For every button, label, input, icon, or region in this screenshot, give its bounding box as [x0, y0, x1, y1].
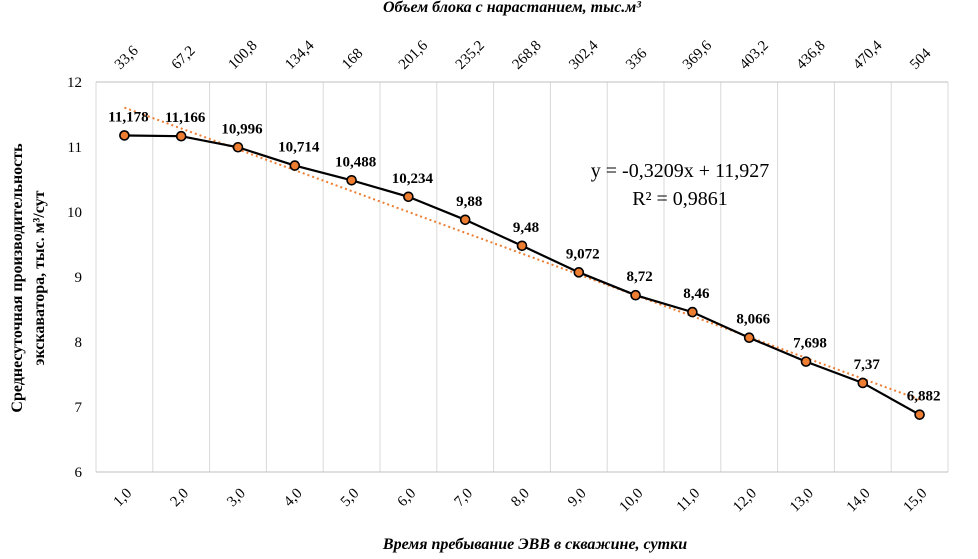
x-tick-label: 6,0 — [395, 486, 420, 511]
x-tick-label: 3,0 — [224, 486, 249, 511]
y-axis-title-line1: Среднесуточная производительность — [9, 143, 26, 413]
x-tick-label: 2,0 — [167, 486, 192, 511]
data-point — [743, 332, 755, 344]
data-point — [232, 141, 244, 153]
y-tick-label: 8 — [75, 335, 83, 351]
data-label: 11,178 — [108, 109, 148, 125]
data-label: 10,714 — [278, 140, 320, 156]
series-line — [124, 134, 921, 416]
x-axis-title: Время пребывание ЭВВ в скважине, сутки — [382, 536, 687, 553]
x-tick-label: 11,0 — [674, 486, 703, 515]
data-point — [119, 130, 130, 141]
x-tick-label: 8,0 — [508, 486, 533, 511]
data-point — [459, 214, 471, 226]
trend-equation: y = -0,3209x + 11,927 — [591, 160, 769, 182]
data-label: 7,37 — [854, 357, 881, 373]
data-label: 11,166 — [165, 110, 206, 126]
y-axis-title-line2: экскаватора, тыс. м³/сут — [31, 190, 48, 365]
data-point — [630, 289, 641, 301]
x2-tick-label: 336 — [623, 45, 651, 73]
data-labels: 11,178 11,166 10,996 10,714 10,488 10,234 9,88… — [108, 109, 940, 404]
data-markers — [119, 130, 925, 420]
x2-tick-label: 403,2 — [737, 38, 772, 73]
data-label: 9,072 — [566, 246, 600, 262]
y-tick-label: 9 — [75, 270, 83, 286]
x2-tick-label: 369,6 — [680, 37, 716, 73]
data-label: 9,48 — [513, 220, 539, 236]
x-tick-labels: 1,0 2,0 3,0 4,0 5,0 6,0 7,0 8,0 9,0 10,0 11,0 12,0 1… — [111, 486, 931, 516]
data-point — [573, 267, 585, 278]
x2-tick-label: 302,4 — [566, 37, 602, 73]
x2-tick-label: 201,6 — [396, 37, 432, 73]
data-point — [289, 160, 301, 171]
data-label: 7,698 — [793, 336, 827, 352]
data-point — [857, 377, 869, 389]
y-tick-labels: 6 7 8 9 10 11 12 — [67, 75, 83, 481]
x2-tick-label: 470,4 — [850, 37, 886, 73]
data-point — [800, 356, 812, 367]
data-label: 6,882 — [907, 389, 941, 405]
data-point — [403, 191, 414, 203]
x-tick-label: 13,0 — [787, 486, 817, 516]
x2-tick-labels: 33,6 67,2 100,8 134,4 168 201,6 235,2 268,8 302,… — [112, 37, 935, 73]
data-point — [687, 306, 698, 318]
data-label: 8,72 — [626, 269, 652, 285]
x-tick-label: 12,0 — [730, 486, 760, 516]
trend-r2: R² = 0,9861 — [632, 188, 728, 210]
x-tick-label: 4,0 — [281, 486, 306, 511]
data-point — [175, 130, 187, 142]
grid-lines — [95, 82, 949, 472]
data-point — [516, 240, 528, 252]
x-tick-label: 1,0 — [111, 486, 136, 511]
x-tick-label: 15,0 — [901, 486, 931, 516]
data-label: 8,46 — [683, 286, 710, 302]
x-tick-label: 5,0 — [338, 486, 363, 511]
x2-tick-label: 134,4 — [282, 37, 318, 73]
data-label: 8,066 — [736, 312, 770, 328]
data-point — [914, 409, 925, 420]
data-label: 10,234 — [392, 171, 434, 187]
x2-tick-label: 436,8 — [794, 38, 829, 73]
y-tick-label: 10 — [67, 205, 82, 221]
data-label: 10,996 — [221, 121, 263, 137]
x-tick-label: 7,0 — [451, 486, 476, 511]
x2-tick-label: 100,8 — [226, 38, 261, 73]
y-tick-label: 11 — [68, 140, 82, 156]
x-tick-label: 14,0 — [844, 486, 874, 516]
x-tick-label: 9,0 — [565, 486, 590, 511]
trendline — [124, 106, 920, 401]
y-tick-label: 7 — [75, 400, 83, 416]
x2-tick-label: 168 — [339, 46, 366, 73]
data-label: 9,88 — [456, 194, 482, 210]
x-tick-label: 10,0 — [617, 486, 647, 516]
x2-axis-title: Объем блока с нарастанием, тыс.м³ — [383, 0, 641, 16]
y-tick-label: 6 — [75, 465, 83, 481]
x2-tick-label: 268,8 — [510, 38, 545, 73]
x2-tick-label: 33,6 — [112, 43, 142, 73]
x2-tick-label: 504 — [907, 45, 935, 73]
y-tick-label: 12 — [67, 75, 82, 91]
x2-tick-label: 67,2 — [169, 43, 199, 73]
x2-tick-label: 235,2 — [453, 38, 488, 73]
data-point — [346, 174, 357, 186]
data-label: 10,488 — [335, 154, 376, 170]
